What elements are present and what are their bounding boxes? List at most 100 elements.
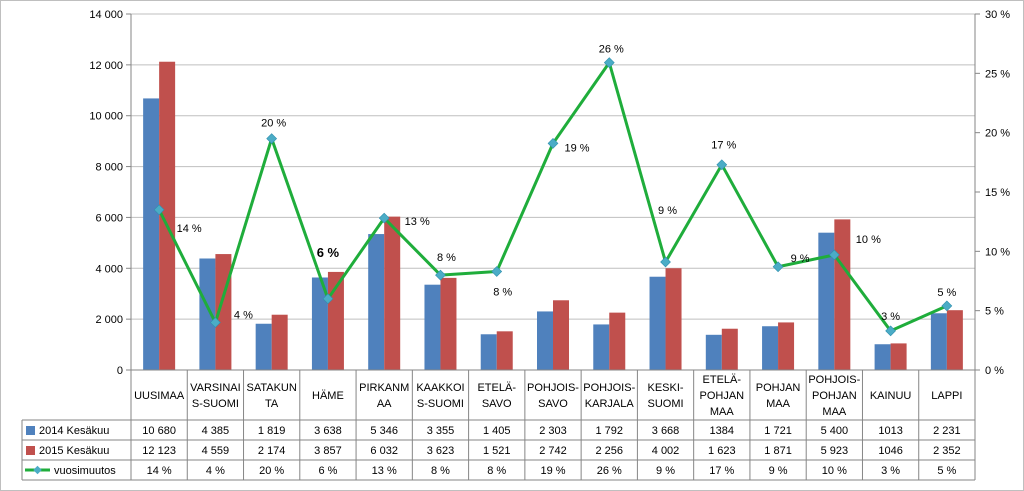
- bar: [143, 98, 160, 371]
- bar: [930, 313, 947, 370]
- bar: [199, 258, 216, 370]
- bar: [440, 277, 457, 370]
- table-value: 10 680: [142, 425, 176, 437]
- x-category-label: KAAKKOI: [416, 382, 464, 394]
- line-point-marker: [603, 57, 615, 69]
- bar: [384, 216, 401, 370]
- bar: [553, 300, 569, 370]
- table-value: 13 %: [372, 465, 397, 477]
- table-value: 5 400: [821, 425, 849, 437]
- line-point-marker: [828, 249, 840, 261]
- bar: [424, 284, 441, 370]
- line-data-label: 20 %: [261, 118, 286, 130]
- line-data-label: 8 %: [437, 252, 456, 264]
- x-category-label: KESKI-: [647, 382, 683, 394]
- bar: [327, 271, 344, 370]
- x-category-label: POHJOIS-: [527, 382, 579, 394]
- table-value: 5 %: [937, 465, 956, 477]
- bar: [255, 323, 272, 370]
- table-value: 9 %: [656, 465, 675, 477]
- line-data-label: 13 %: [405, 216, 430, 228]
- y-right-tick-label: 5 %: [985, 306, 1004, 318]
- line-data-label: 6 %: [317, 245, 340, 260]
- line-point-marker: [772, 261, 784, 273]
- line-data-label: 9 %: [658, 205, 677, 217]
- table-value: 1 871: [764, 445, 792, 457]
- bar: [593, 324, 610, 370]
- table-value: 12 123: [142, 445, 176, 457]
- line-data-label: 8 %: [493, 287, 512, 299]
- table-value: 4 002: [652, 445, 680, 457]
- table-value: 3 638: [314, 425, 342, 437]
- bar: [778, 322, 795, 370]
- x-category-label: MAA: [822, 406, 847, 418]
- legend-key-marker: [33, 465, 42, 475]
- line-point-marker: [322, 293, 334, 305]
- bars: [143, 61, 963, 371]
- y-left-tick-label: 10 000: [89, 111, 123, 123]
- y-right-tick-label: 25 %: [985, 68, 1010, 80]
- table-value: 4 559: [202, 445, 230, 457]
- x-category-label: S-SUOMI: [192, 398, 239, 410]
- legend-label: 2014 Kesäkuu: [39, 425, 109, 437]
- x-category-label: LAPPI: [931, 390, 962, 402]
- table-value: 1 623: [708, 445, 736, 457]
- line-point-marker: [660, 256, 671, 268]
- y-left-tick-label: 6 000: [95, 212, 123, 224]
- table-value: 26 %: [597, 465, 622, 477]
- table-value: 3 %: [881, 465, 900, 477]
- y-right-tick-label: 0 %: [985, 365, 1004, 377]
- table-value: 5 346: [370, 425, 398, 437]
- table-value: 1046: [878, 445, 902, 457]
- table-value: 4 385: [202, 425, 230, 437]
- x-category-label: SATAKUN: [247, 382, 297, 394]
- bar: [762, 326, 779, 370]
- table-value: 8 %: [431, 465, 450, 477]
- table-value: 5 923: [821, 445, 849, 457]
- table-value: 2 352: [933, 445, 961, 457]
- table-value: 10 %: [822, 465, 847, 477]
- bar: [818, 232, 835, 370]
- y-left-tick-label: 4 000: [95, 263, 123, 275]
- line-point-marker: [885, 325, 896, 337]
- line-data-label: 26 %: [599, 44, 624, 56]
- table-value: 2 303: [539, 425, 567, 437]
- table-value: 3 857: [314, 445, 342, 457]
- line-data-label: 19 %: [564, 142, 589, 154]
- x-category-label: SAVO: [538, 398, 568, 410]
- bar: [537, 311, 553, 370]
- line-data-label: 5 %: [937, 287, 956, 299]
- table-value: 19 %: [540, 465, 565, 477]
- legend-key-bar: [26, 426, 35, 435]
- x-category-label: KARJALA: [585, 398, 635, 410]
- table-value: 14 %: [147, 465, 172, 477]
- x-category-label: POHJAN: [756, 382, 801, 394]
- y-right-tick-label: 15 %: [985, 187, 1010, 199]
- legend-key-bar: [26, 446, 35, 455]
- x-category-label: S-SUOMI: [417, 398, 464, 410]
- data-labels: 14 % 4 % 20 % 6 % 13 % 8 % 8 % 19 % 26 % 9 % 17 % 9…: [177, 44, 957, 323]
- bar: [496, 331, 513, 370]
- table-value: 2 742: [539, 445, 567, 457]
- bar: [368, 234, 385, 370]
- line-point-marker: [716, 159, 728, 171]
- y-left-tick-label: 8 000: [95, 162, 123, 174]
- x-category-label: MAA: [710, 406, 735, 418]
- table-value: 1 521: [483, 445, 511, 457]
- table-value: 1 792: [596, 425, 624, 437]
- table-value: 20 %: [259, 465, 284, 477]
- table-value: 3 623: [427, 445, 455, 457]
- line-data-label: 14 %: [177, 223, 202, 235]
- line-point-marker: [378, 212, 390, 224]
- x-category-label: TA: [265, 398, 279, 410]
- line-point-marker: [491, 266, 503, 277]
- line-point-marker: [547, 137, 559, 149]
- line-data-label: 9 %: [791, 253, 810, 265]
- x-category-label: MAA: [766, 398, 791, 410]
- y-left-tick-label: 12 000: [89, 60, 123, 72]
- x-category-label: VARSINAI: [190, 382, 241, 394]
- x-category-label: SAVO: [482, 398, 512, 410]
- x-category-label: UUSIMAA: [134, 390, 185, 402]
- bar: [721, 328, 738, 370]
- data-table: UUSIMAA VARSINAI S-SUOMI SATAKUN TA HÄME PIRKA…: [21, 370, 976, 481]
